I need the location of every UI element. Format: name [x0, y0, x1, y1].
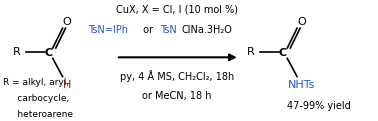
- Text: heteroarene: heteroarene: [3, 110, 73, 119]
- Text: carbocycle,: carbocycle,: [3, 94, 70, 103]
- Text: R = alkyl, aryl,: R = alkyl, aryl,: [3, 78, 70, 87]
- Text: ClNa.3H₂O: ClNa.3H₂O: [182, 25, 232, 35]
- Text: R: R: [247, 47, 255, 57]
- Text: TsN=IPh: TsN=IPh: [88, 25, 129, 35]
- Text: O: O: [63, 17, 71, 27]
- Text: C: C: [279, 48, 287, 58]
- Text: R: R: [12, 47, 20, 57]
- Text: py, 4 Å MS, CH₂Cl₂, 18h: py, 4 Å MS, CH₂Cl₂, 18h: [120, 71, 234, 83]
- Text: TsN: TsN: [160, 25, 177, 35]
- Text: O: O: [297, 17, 306, 27]
- Text: H: H: [63, 80, 71, 90]
- Text: 47-99% yield: 47-99% yield: [287, 101, 350, 111]
- Text: NHTs: NHTs: [288, 80, 315, 90]
- Text: C: C: [44, 48, 53, 58]
- Text: or MeCN, 18 h: or MeCN, 18 h: [142, 91, 212, 101]
- Text: or: or: [140, 25, 156, 35]
- Text: CuX, X = Cl, I (10 mol %): CuX, X = Cl, I (10 mol %): [116, 5, 238, 15]
